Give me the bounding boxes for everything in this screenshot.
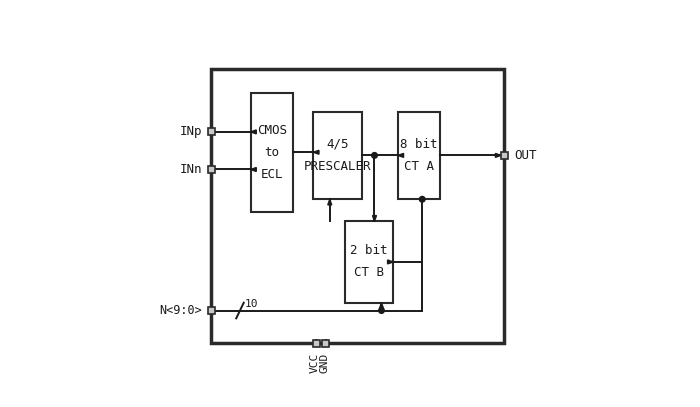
Bar: [251, 93, 293, 212]
Text: N<9:0>: N<9:0>: [160, 304, 202, 317]
Bar: [208, 166, 215, 173]
Text: INn: INn: [180, 163, 202, 176]
Text: 8 bit: 8 bit: [400, 138, 438, 151]
Text: VCC: VCC: [310, 353, 320, 373]
Text: 2 bit: 2 bit: [350, 245, 388, 258]
Circle shape: [379, 308, 384, 313]
Bar: [313, 340, 320, 347]
Text: INp: INp: [180, 125, 202, 138]
Circle shape: [419, 197, 425, 202]
Bar: [314, 112, 362, 199]
Circle shape: [372, 153, 377, 158]
Text: 4/5: 4/5: [326, 138, 349, 151]
Text: CT B: CT B: [354, 267, 384, 280]
Bar: [344, 221, 393, 303]
Polygon shape: [398, 153, 404, 158]
Polygon shape: [314, 150, 319, 154]
Polygon shape: [251, 130, 256, 134]
Polygon shape: [496, 153, 501, 158]
Polygon shape: [328, 199, 332, 205]
Bar: [323, 340, 329, 347]
Text: CMOS: CMOS: [257, 124, 287, 137]
Text: GND: GND: [319, 353, 329, 373]
Bar: [501, 152, 508, 159]
Polygon shape: [379, 303, 384, 309]
Bar: [398, 112, 440, 199]
Bar: [208, 307, 215, 314]
Polygon shape: [372, 216, 377, 221]
Polygon shape: [251, 168, 256, 171]
Text: 10: 10: [245, 299, 258, 309]
Bar: [211, 69, 505, 344]
Text: CT A: CT A: [404, 160, 434, 173]
Text: OUT: OUT: [514, 149, 536, 162]
Text: ECL: ECL: [260, 168, 283, 181]
Text: PRESCALER: PRESCALER: [304, 160, 371, 173]
Polygon shape: [388, 260, 393, 264]
Text: to: to: [265, 146, 279, 159]
Bar: [208, 129, 215, 136]
